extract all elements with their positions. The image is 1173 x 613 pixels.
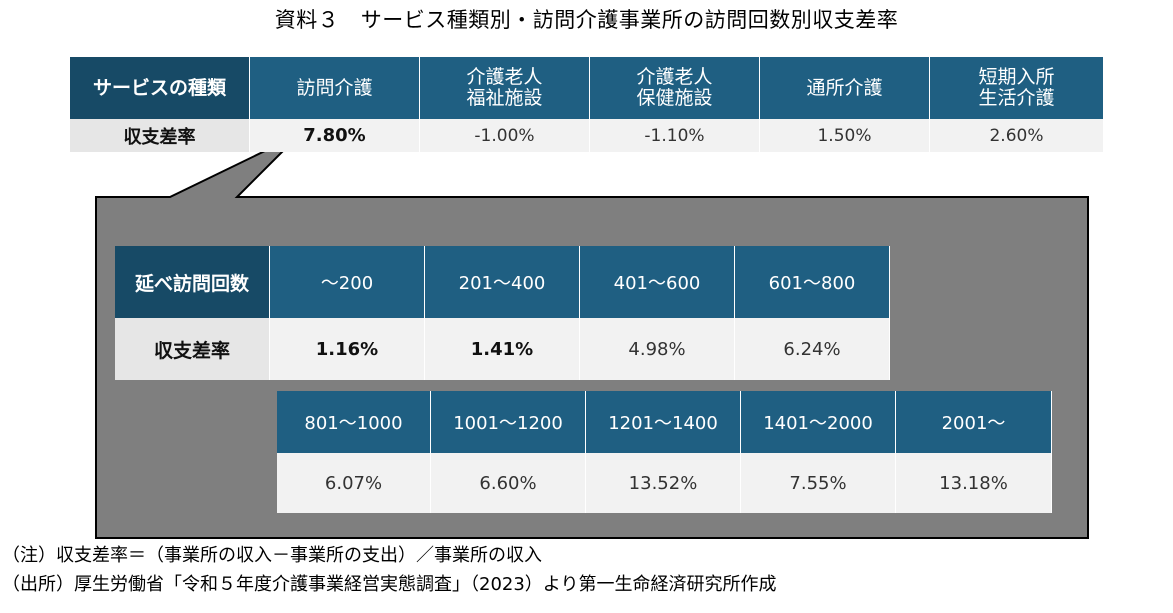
range-cell: 1201～1400 [586,391,741,453]
range-cell: 1001～1200 [431,391,586,453]
visit-table2-header-row: 801～1000 1001～1200 1201～1400 1401～2000 2… [277,391,1052,453]
margin-rate-label: 収支差率 [115,318,270,380]
value-cell: 6.60% [431,453,586,513]
service-table-header-row: サービスの種類 訪問介護 介護老人 福祉施設 介護老人 保健施設 通所介護 短期入所… [70,57,1104,119]
visit-table-header-row: 延べ訪問回数 ～200 201～400 401～600 601～800 [115,246,890,318]
service-col-short-stay: 短期入所 生活介護 [930,57,1104,119]
service-col-home-care: 訪問介護 [250,57,420,119]
value-cell: 7.55% [741,453,896,513]
value-cell: 4.98% [580,318,735,380]
value-cell: 6.24% [735,318,890,380]
value-short-stay: 2.60% [930,119,1104,152]
range-cell: 401～600 [580,246,735,318]
value-day-care: 1.50% [760,119,930,152]
source-text: （出所）厚生労働省「令和５年度介護事業経営実態調査」（2023）より第一生命経済… [2,574,777,595]
visit-table-value-row: 収支差率 1.16% 1.41% 4.98% 6.24% [115,318,890,380]
note-text: （注）収支差率＝（事業所の収入－事業所の支出）／事業所の収入 [2,545,542,566]
service-table-value-row: 収支差率 7.80% -1.00% -1.10% 1.50% 2.60% [70,119,1104,152]
range-cell: ～200 [270,246,425,318]
value-cell: 13.18% [896,453,1052,513]
service-col-health-facility: 介護老人 保健施設 [590,57,760,119]
margin-rate-label: 収支差率 [70,119,250,152]
range-cell: 601～800 [735,246,890,318]
service-col-day-care: 通所介護 [760,57,930,119]
visit-count-table-continued: 801～1000 1001～1200 1201～1400 1401～2000 2… [277,391,1052,513]
visit-count-table: 延べ訪問回数 ～200 201～400 401～600 601～800 収支差率… [115,246,890,380]
range-cell: 2001～ [896,391,1052,453]
page-title: 資料３ サービス種類別・訪問介護事業所の訪問回数別収支差率 [274,8,899,32]
service-type-table: サービスの種類 訪問介護 介護老人 福祉施設 介護老人 保健施設 通所介護 短期入所… [70,57,1104,152]
value-health-facility: -1.10% [590,119,760,152]
visit-count-header: 延べ訪問回数 [115,246,270,318]
footnotes: （注）収支差率＝（事業所の収入－事業所の支出）／事業所の収入 （出所）厚生労働省… [2,541,776,599]
value-cell: 1.16% [270,318,425,380]
service-col-welfare-facility: 介護老人 福祉施設 [420,57,590,119]
visit-table2-value-row: 6.07% 6.60% 13.52% 7.55% 13.18% [277,453,1052,513]
range-cell: 1401～2000 [741,391,896,453]
range-cell: 801～1000 [277,391,431,453]
value-cell: 1.41% [425,318,580,380]
range-cell: 201～400 [425,246,580,318]
value-home-care: 7.80% [250,119,420,152]
service-type-header: サービスの種類 [70,57,250,119]
value-welfare-facility: -1.00% [420,119,590,152]
value-cell: 6.07% [277,453,431,513]
value-cell: 13.52% [586,453,741,513]
